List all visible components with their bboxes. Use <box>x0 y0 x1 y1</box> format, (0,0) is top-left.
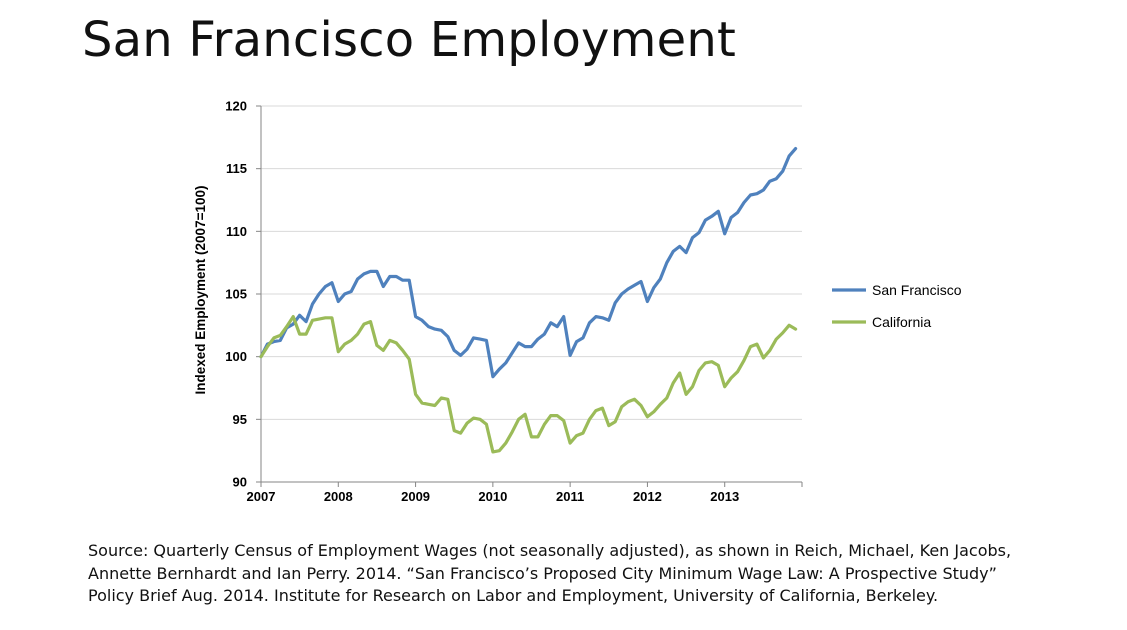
legend: San Francisco California <box>832 282 962 330</box>
axes <box>260 106 803 487</box>
x-tick-label: 2010 <box>478 489 507 504</box>
x-tick-label: 2011 <box>556 489 584 504</box>
y-tick-label: 95 <box>233 412 247 427</box>
y-tick-label: 105 <box>225 287 247 302</box>
x-tick-label: 2009 <box>401 489 430 504</box>
x-tick-label: 2012 <box>633 489 662 504</box>
x-axis-tick-labels: 2007 2008 2009 2010 2011 2012 2013 <box>247 489 740 504</box>
y-tick-label: 120 <box>225 99 247 114</box>
y-tick-label: 115 <box>226 161 247 176</box>
source-line-2: Annette Bernhardt and Ian Perry. 2014. “… <box>88 563 997 583</box>
y-axis-label: Indexed Employment (2007=100) <box>193 186 208 395</box>
source-line-3: Policy Brief Aug. 2014. Institute for Re… <box>88 586 939 605</box>
y-tick-label: 110 <box>226 224 247 239</box>
y-tick-label: 90 <box>233 475 247 490</box>
source-citation: Source: Quarterly Census of Employment W… <box>88 540 1098 608</box>
legend-label: San Francisco <box>872 282 962 298</box>
x-tick-label: 2007 <box>247 489 276 504</box>
page-title: San Francisco Employment <box>82 12 736 68</box>
legend-label: California <box>872 314 931 330</box>
series-lines <box>259 147 798 454</box>
y-tick-label: 100 <box>225 349 247 364</box>
gridlines <box>256 105 802 483</box>
series-line-california <box>259 315 798 454</box>
source-line-1: Source: Quarterly Census of Employment W… <box>88 541 1012 560</box>
series-line-san-francisco <box>259 147 798 379</box>
y-axis-tick-labels: 90 95 100 105 110 115 120 <box>225 99 247 490</box>
x-tick-label: 2008 <box>324 489 353 504</box>
x-tick-label: 2013 <box>710 489 739 504</box>
